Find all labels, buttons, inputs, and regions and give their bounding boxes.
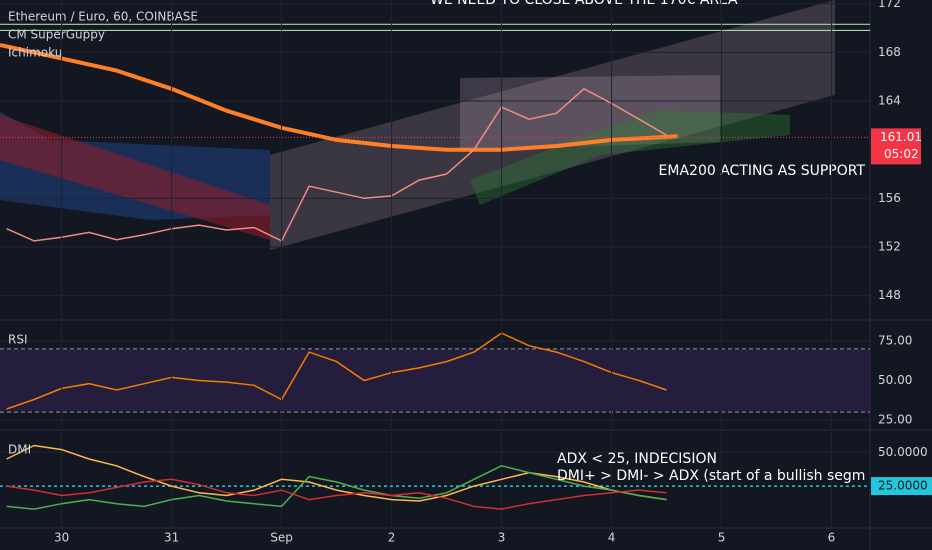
y-tick-label: 172 <box>878 0 901 10</box>
price-channel <box>270 0 835 250</box>
x-tick-label: 2 <box>388 531 396 545</box>
y-tick-label: 156 <box>878 191 901 205</box>
annotation: WE NEED TO CLOSE ABOVE THE 170€ AREA <box>430 0 738 8</box>
key-level-tag <box>871 477 932 496</box>
last-price-tag <box>871 128 921 165</box>
y-tick-label: 50.0000 <box>878 445 928 459</box>
y-tick-label: 75.00 <box>878 333 912 347</box>
legend-entry: Ethereum / Euro, 60, COINBASE <box>8 10 198 24</box>
series-line <box>6 478 667 510</box>
y-tick-label: 148 <box>878 288 901 302</box>
green-cloud <box>470 110 790 205</box>
legend-entry: CM SuperGuppy <box>8 28 105 42</box>
range-box <box>460 75 720 150</box>
y-tick-label: 164 <box>878 93 901 107</box>
decorations <box>0 0 835 250</box>
x-tick-label: 4 <box>608 531 616 545</box>
legend-entry: RSI <box>8 333 28 347</box>
x-tick-label: 3 <box>498 531 506 545</box>
x-tick-label: 31 <box>164 531 179 545</box>
countdown-label: 05:02 <box>884 147 919 161</box>
annotation: DMI+ > DMI- > ADX (start of a bullish se… <box>557 468 865 484</box>
key-level-label: 25.0000 <box>878 479 928 493</box>
x-tick-label: 5 <box>718 531 726 545</box>
x-tick-label: Sep <box>270 531 293 545</box>
series-line <box>6 332 667 410</box>
series-line <box>6 465 667 510</box>
series-line <box>6 444 667 502</box>
series-line <box>6 87 667 242</box>
y-tick-label: 25.00 <box>878 413 912 427</box>
y-tick-label: 168 <box>878 45 901 59</box>
guppy-ribbon <box>0 115 270 240</box>
last-price-label: 161.01 <box>880 130 922 144</box>
y-tick-label: 152 <box>878 239 901 253</box>
ema200-line <box>0 43 678 152</box>
x-tick-label: 30 <box>54 531 69 545</box>
x-tick-label: 6 <box>828 531 836 545</box>
y-tick-label: 50.00 <box>878 373 912 387</box>
legend-entry: Ichimoku <box>8 46 62 60</box>
annotation: EMA200 ACTING AS SUPPORT <box>659 163 866 179</box>
legend-entry: DMI <box>8 443 31 457</box>
annotation: ADX < 25, INDECISION <box>557 451 717 467</box>
